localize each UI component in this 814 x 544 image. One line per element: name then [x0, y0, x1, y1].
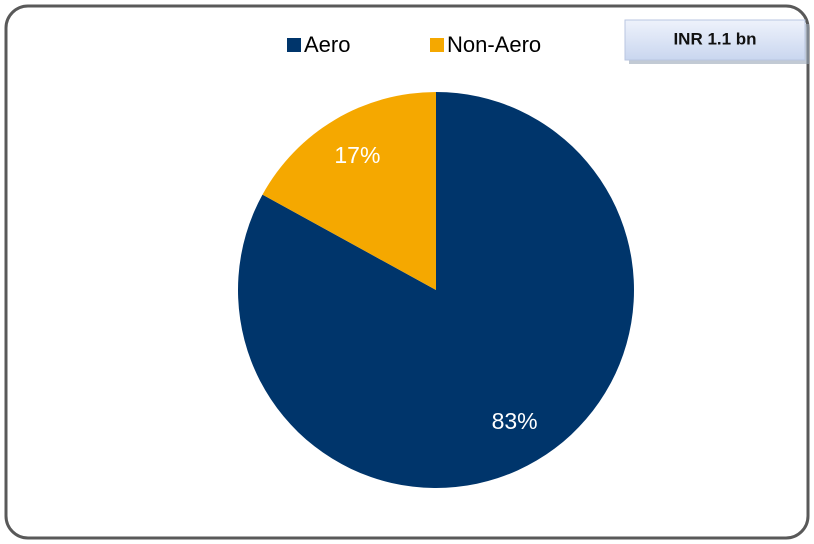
legend-label: Aero	[304, 32, 350, 57]
value-label: 17%	[334, 142, 380, 168]
annotation-box	[624, 19, 806, 61]
pie-slice	[238, 92, 634, 489]
pie-slice	[262, 92, 436, 290]
legend-swatch	[287, 38, 301, 52]
annotation: INR 1.1 bn	[673, 29, 756, 48]
legend-swatch	[430, 38, 444, 52]
value-label: 83%	[492, 408, 538, 434]
legend-label: Non-Aero	[447, 32, 541, 57]
